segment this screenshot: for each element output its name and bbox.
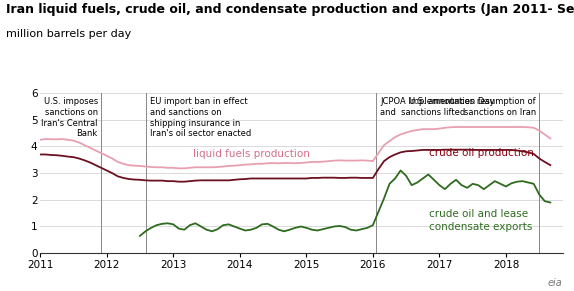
Text: JCPOA Implementation Day
and  sanctions lifted: JCPOA Implementation Day and sanctions l… — [381, 97, 495, 117]
Text: U.S. announces resumption of
sanctions on Iran: U.S. announces resumption of sanctions o… — [409, 97, 536, 117]
Text: liquid fuels production: liquid fuels production — [193, 149, 310, 159]
Text: eia: eia — [548, 278, 563, 288]
Text: million barrels per day: million barrels per day — [6, 29, 131, 39]
Text: EU import ban in effect
and sanctions on
shipping insurance in
Iran's oil sector: EU import ban in effect and sanctions on… — [150, 97, 251, 139]
Text: crude oil production: crude oil production — [429, 148, 534, 158]
Text: U.S. imposes
sanctions on
Iran's Central
Bank: U.S. imposes sanctions on Iran's Central… — [41, 97, 98, 139]
Text: Iran liquid fuels, crude oil, and condensate production and exports (Jan 2011- S: Iran liquid fuels, crude oil, and conden… — [6, 3, 574, 16]
Text: crude oil and lease
condensate exports: crude oil and lease condensate exports — [429, 209, 533, 232]
